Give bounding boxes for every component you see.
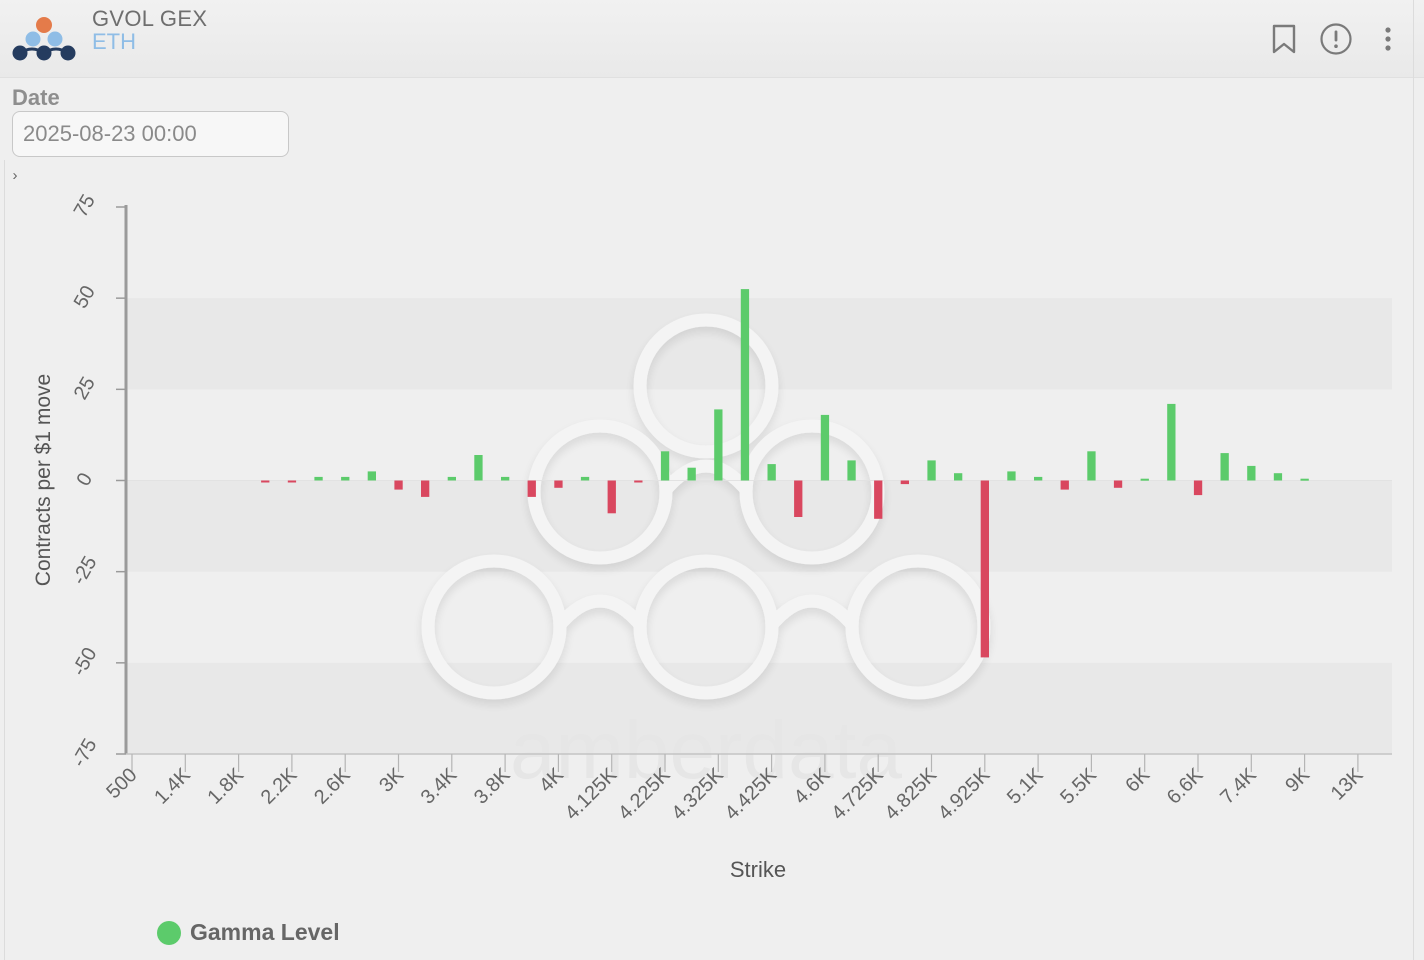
gamma-bar xyxy=(714,409,723,481)
widget-title: GVOL GEX xyxy=(92,6,208,31)
info-button[interactable] xyxy=(1319,22,1353,56)
gamma-bar xyxy=(341,476,350,481)
x-tick-label: 1.8K xyxy=(203,764,248,809)
x-tick-label: 5.5K xyxy=(1056,764,1101,809)
legend-item-gamma-level[interactable]: Gamma Level xyxy=(157,919,340,946)
gamma-bar xyxy=(794,480,803,517)
gamma-bar xyxy=(554,480,563,488)
panel-border-right xyxy=(1413,0,1414,960)
date-label: Date xyxy=(12,85,60,110)
legend-swatch xyxy=(157,920,181,945)
x-tick-label: 3.4K xyxy=(417,764,462,809)
x-tick-label: 6K xyxy=(1121,764,1154,797)
x-tick-label: 2.2K xyxy=(257,764,302,809)
y-tick-label: 0 xyxy=(72,469,97,490)
gamma-bar xyxy=(847,460,856,481)
gamma-bar xyxy=(1034,476,1043,481)
x-tick-label: 13K xyxy=(1327,764,1368,805)
gamma-bar xyxy=(820,414,830,481)
grid-band xyxy=(126,662,1392,754)
x-axis-title: Strike xyxy=(730,857,786,882)
gamma-bar xyxy=(660,451,670,481)
x-tick-label: 3.8K xyxy=(470,764,515,809)
gamma-bar xyxy=(447,476,456,481)
gamma-bar xyxy=(980,480,989,658)
y-tick-label: -25 xyxy=(68,553,102,589)
gamma-bar xyxy=(287,480,297,483)
alert-circle-icon xyxy=(1320,23,1352,55)
gamma-bars xyxy=(261,289,1309,658)
gvol-logo xyxy=(12,17,76,61)
amberdata-watermark: amberdata xyxy=(421,313,991,796)
x-tick-label: 4.925K xyxy=(934,764,995,825)
y-tick-label: -50 xyxy=(68,644,102,680)
gamma-bar xyxy=(1167,403,1176,481)
gamma-bar xyxy=(1140,478,1149,481)
y-axis-title: Contracts per $1 move xyxy=(32,374,55,586)
more-menu-button[interactable] xyxy=(1371,22,1405,56)
gamma-bar xyxy=(1300,478,1309,481)
bookmark-button[interactable] xyxy=(1267,22,1301,56)
gamma-bar xyxy=(580,476,590,481)
panel-border-left xyxy=(4,160,5,960)
y-tick-label: 50 xyxy=(70,282,100,312)
gamma-bar xyxy=(1087,451,1096,481)
gamma-bar xyxy=(1273,473,1283,481)
gamma-bar xyxy=(927,460,936,481)
gamma-bar xyxy=(740,289,750,481)
bookmark-icon xyxy=(1272,24,1296,54)
x-tick-label: 9K xyxy=(1281,764,1314,797)
date-input[interactable] xyxy=(12,111,289,157)
gamma-bar xyxy=(527,480,536,497)
y-tick-label: 25 xyxy=(70,373,100,403)
more-vertical-icon xyxy=(1385,27,1391,51)
widget-asset: ETH xyxy=(92,29,136,54)
gamma-bar xyxy=(1060,480,1069,490)
y-tick-label: -75 xyxy=(68,735,102,771)
gamma-bar xyxy=(954,473,963,481)
expand-filters-toggle[interactable]: › xyxy=(12,167,18,184)
gamma-bar xyxy=(634,480,643,483)
gamma-bar xyxy=(501,476,510,481)
y-tick-label: 75 xyxy=(70,191,100,221)
gamma-bar xyxy=(1113,480,1123,488)
gamma-bar xyxy=(394,480,403,490)
x-tick-label: 500 xyxy=(102,764,141,803)
x-tick-label: 1.4K xyxy=(150,764,195,809)
gamma-bar xyxy=(607,480,616,514)
gamma-bar xyxy=(767,464,776,481)
gamma-bar xyxy=(474,455,483,481)
x-tick-label: 3K xyxy=(375,764,408,797)
x-tick-label: 5.1K xyxy=(1003,764,1048,809)
gamma-bar xyxy=(421,480,430,497)
legend-label: Gamma Level xyxy=(190,919,340,945)
gamma-bar xyxy=(1007,471,1016,481)
x-tick-label: 7.4K xyxy=(1216,764,1261,809)
gamma-bar xyxy=(261,480,270,483)
x-tick-label: 6.6K xyxy=(1163,764,1208,809)
watermark-wordmark: amberdata xyxy=(510,705,902,796)
gamma-bar xyxy=(1247,465,1256,481)
gamma-bar xyxy=(900,480,909,485)
gamma-bar xyxy=(687,467,696,481)
widget-header: GVOL GEX ETH xyxy=(0,0,1424,78)
gamma-bar xyxy=(1193,480,1203,496)
gamma-bar xyxy=(1220,453,1229,481)
x-tick-label: 2.6K xyxy=(310,764,355,809)
gamma-bar xyxy=(314,476,323,481)
gamma-bar xyxy=(874,480,883,519)
gamma-bar xyxy=(367,471,376,481)
